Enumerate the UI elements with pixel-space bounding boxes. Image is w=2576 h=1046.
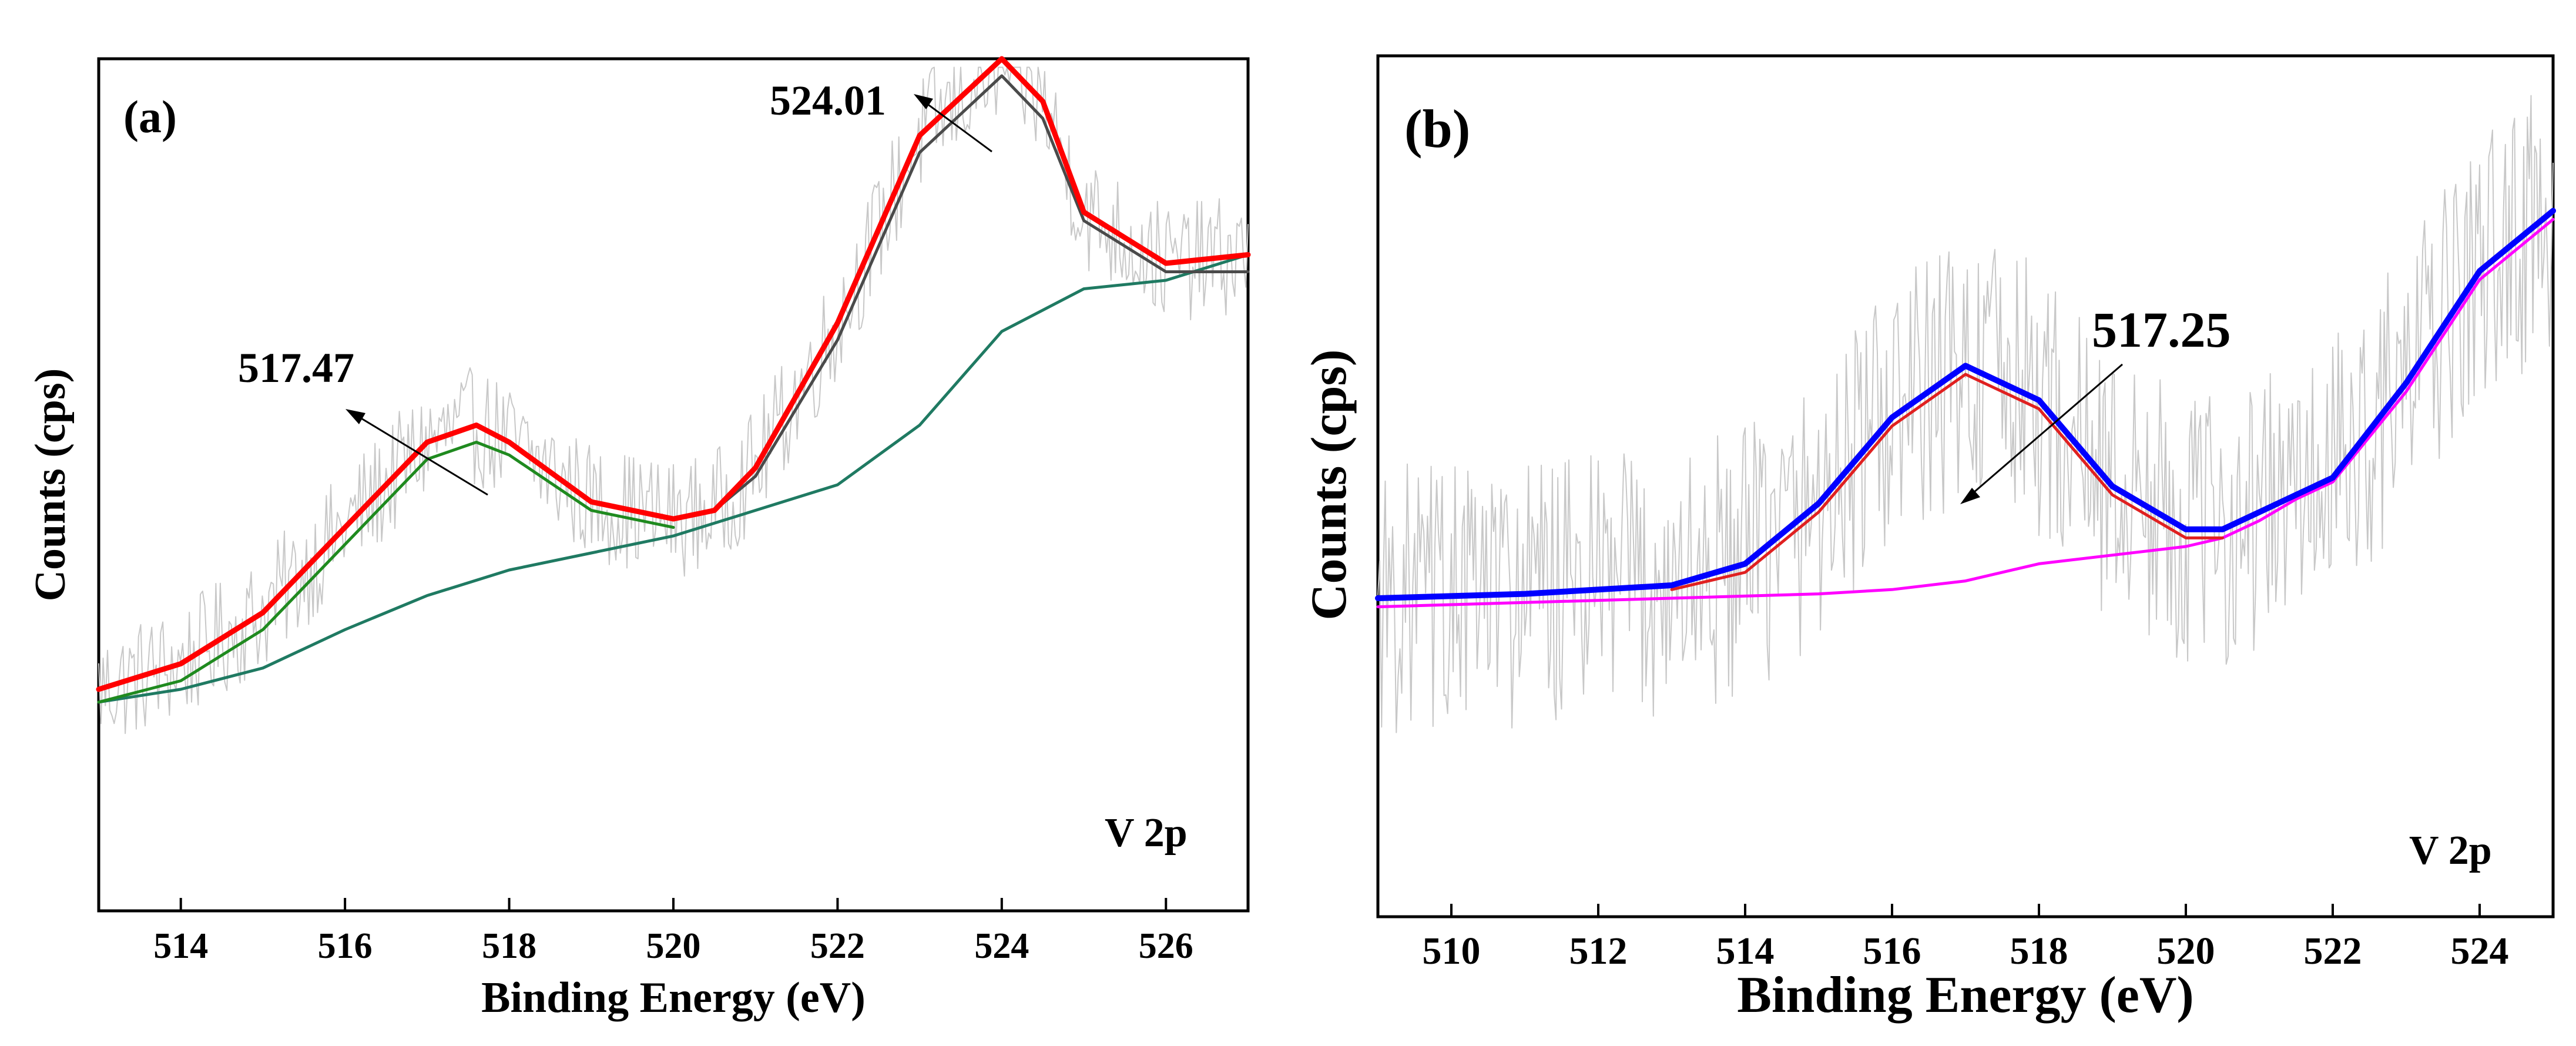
- series-line-peak-517: [1670, 373, 2224, 591]
- x-tick-label: 518: [2010, 930, 2068, 973]
- corner-label: V 2p: [1105, 810, 1188, 856]
- series-line-envelope: [96, 56, 1251, 692]
- arrowhead: [914, 94, 933, 109]
- x-axis-label: Binding Energy (eV): [1737, 967, 2193, 1024]
- annotation-524-01: 524.01: [770, 77, 886, 124]
- x-tick-label: 514: [1716, 930, 1775, 973]
- series-line-background: [97, 253, 1250, 704]
- x-tick-label: 524: [974, 926, 1029, 966]
- annotation-arrow: [917, 96, 992, 153]
- series-line-raw: [1377, 95, 2554, 733]
- x-tick-label: 520: [2157, 930, 2215, 973]
- x-tick-label: 510: [1423, 930, 1481, 973]
- x-tick-label: 516: [1863, 930, 1921, 973]
- x-tick-label: 524: [2451, 930, 2509, 973]
- series-layer: [1375, 95, 2556, 733]
- series-line-raw: [98, 66, 1249, 735]
- x-tick-label: 522: [810, 926, 865, 966]
- x-axis-label: Binding Energy (eV): [481, 974, 866, 1022]
- series-line-background: [1376, 217, 2555, 609]
- x-tick-label: 512: [1569, 930, 1628, 973]
- chart-panel-a: 514 516 518 520 522 524 526 (a) V 2p Binding E…: [26, 56, 1251, 1022]
- x-axis-ticks: 514 516 518 520 522 524 526: [153, 898, 1193, 966]
- arrowhead: [1960, 488, 1980, 504]
- x-tick-label: 520: [646, 926, 701, 966]
- x-tick-label: 516: [318, 926, 373, 966]
- series-line-peak-524: [713, 74, 1250, 512]
- x-tick-label: 514: [153, 926, 208, 966]
- y-axis-label: Counts (cps): [1300, 349, 1357, 620]
- corner-label: V 2p: [2409, 828, 2492, 873]
- x-tick-label: 526: [1139, 926, 1193, 966]
- x-tick-label: 522: [2304, 930, 2362, 973]
- panel-label: (b): [1404, 99, 1470, 159]
- series-line-envelope: [1375, 207, 2556, 601]
- series-layer: [96, 56, 1251, 735]
- x-tick-label: 518: [482, 926, 536, 966]
- arrowhead: [346, 409, 365, 424]
- y-axis-label: Counts (cps): [26, 368, 75, 602]
- x-axis-ticks: 510 512 514 516 518 520 522 524: [1423, 904, 2509, 973]
- annotation-arrow: [349, 410, 488, 496]
- annotation-517-47: 517.47: [238, 344, 354, 391]
- plot-frame: [1376, 54, 2555, 918]
- annotation-arrow: [1965, 363, 2123, 501]
- chart-panel-b: 510 512 514 516 518 520 522 524 (b) V 2p Bindin…: [1300, 54, 2556, 1024]
- panel-label: (a): [123, 91, 177, 142]
- series-line-peak-517: [97, 441, 675, 704]
- annotation-517-25: 517.25: [2092, 301, 2231, 358]
